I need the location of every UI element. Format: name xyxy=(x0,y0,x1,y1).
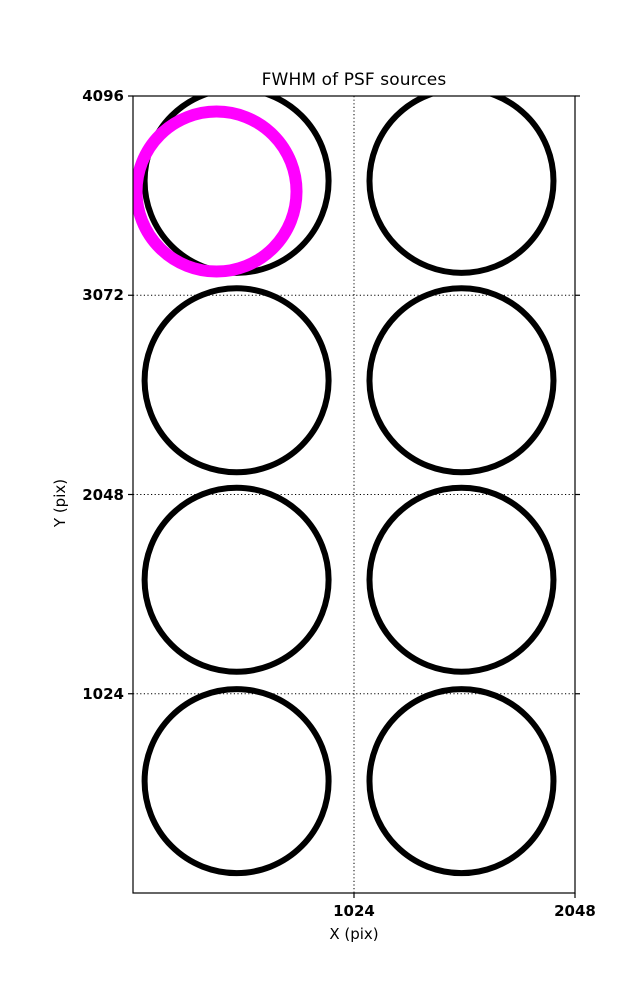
y-axis-label: Y (pix) xyxy=(51,478,69,528)
y-tick-label-0: 1024 xyxy=(82,684,124,703)
svg-render-group xyxy=(128,89,580,898)
psf-marker-psf-sources-2[interactable] xyxy=(141,285,332,476)
psf-marker-psf-sources-3[interactable] xyxy=(366,285,557,476)
y-tick-label-2: 3072 xyxy=(82,286,124,305)
psf-marker-psf-sources-5[interactable] xyxy=(366,484,557,675)
y-tick-label-3: 4096 xyxy=(82,87,124,105)
x-tick-label-0: 1024 xyxy=(333,902,375,920)
psf-marker-psf-sources-4[interactable] xyxy=(141,484,332,675)
y-tick-label-1: 2048 xyxy=(82,485,124,504)
marker-layer xyxy=(133,89,557,877)
psf-marker-psf-sources-7[interactable] xyxy=(366,686,557,877)
psf-marker-highlighted-source-0[interactable] xyxy=(133,105,303,278)
psf-marker-psf-sources-1[interactable] xyxy=(366,89,557,276)
x-axis-label: X (pix) xyxy=(329,925,379,943)
x-tick-label-1: 2048 xyxy=(554,902,596,920)
chart-title: FWHM of PSF sources xyxy=(261,70,447,90)
psf-marker-psf-sources-6[interactable] xyxy=(141,686,332,877)
